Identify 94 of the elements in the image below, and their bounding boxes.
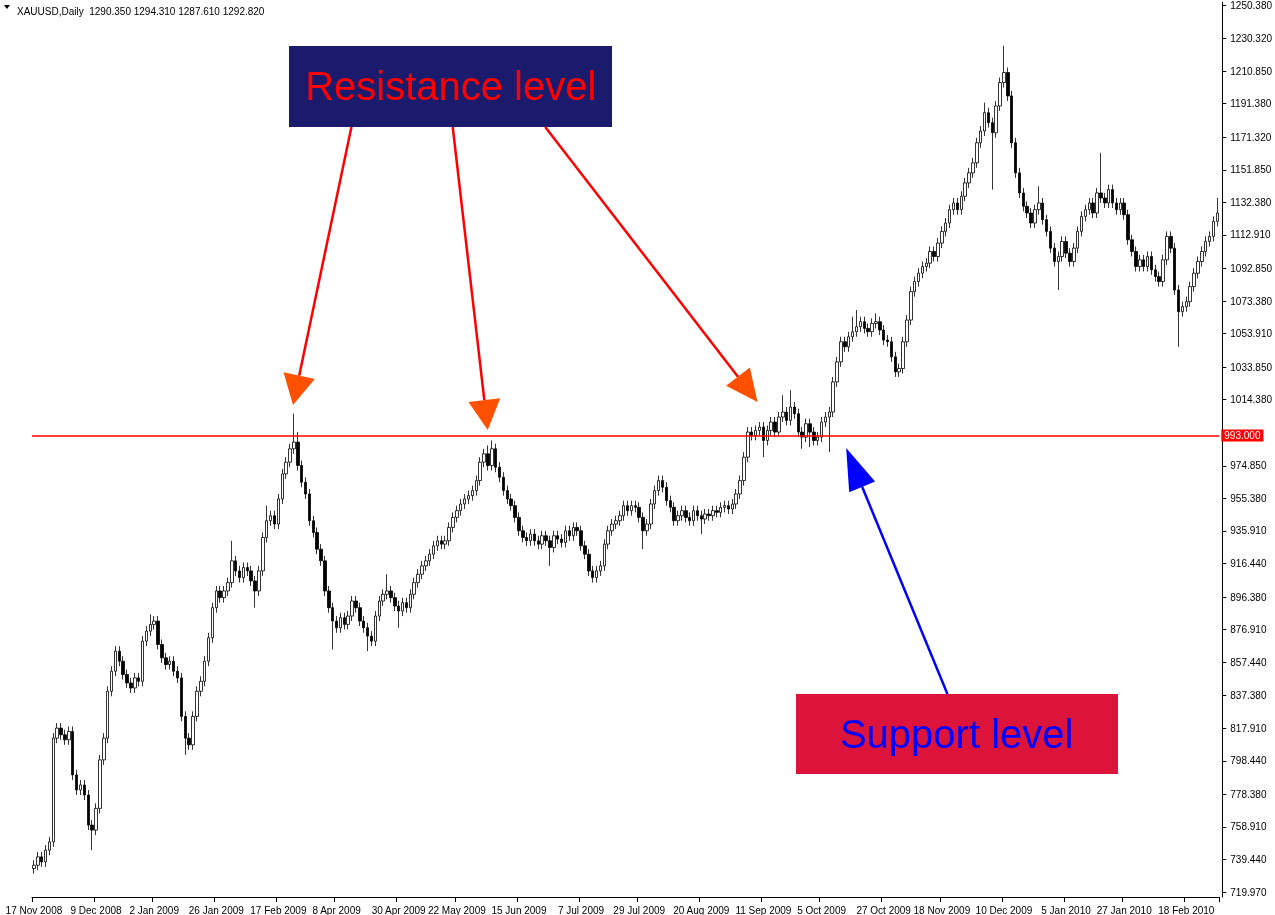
y-tick-label: 1112.910 <box>1230 229 1271 241</box>
x-tick-label: 26 Jan 2009 <box>188 904 245 915</box>
candlestick <box>715 505 719 518</box>
candlestick <box>719 501 722 518</box>
y-tick-label: 876.910 <box>1230 624 1267 636</box>
y-tick-label: 719.970 <box>1230 886 1267 898</box>
y-tick-label: 1092.850 <box>1230 262 1273 274</box>
x-tick-label: 17 Feb 2009 <box>250 904 307 915</box>
candlestick <box>572 521 575 542</box>
x-tick-label: 5 Oct 2009 <box>797 904 847 915</box>
x-tick-label: 18 Feb 2010 <box>1158 904 1215 915</box>
x-tick-label: 18 Nov 2009 <box>913 904 971 915</box>
candlestick <box>622 500 625 522</box>
candlestick <box>808 418 812 448</box>
x-tick-label: 8 Apr 2009 <box>312 904 362 915</box>
candlestick <box>529 528 532 547</box>
y-tick-label: 935.910 <box>1230 525 1267 537</box>
y-tick-label: 974.850 <box>1230 460 1267 472</box>
candlestick <box>540 530 544 550</box>
x-tick-label: 15 Jun 2009 <box>491 904 547 915</box>
y-tick-label: 1191.380 <box>1230 98 1272 110</box>
y-tick-label: 1073.380 <box>1230 295 1273 307</box>
x-tick-label: 5 Jan 2010 <box>1041 904 1092 915</box>
x-tick-label: 22 May 2009 <box>427 904 487 915</box>
candlestick <box>490 440 494 471</box>
candlestick <box>707 508 711 522</box>
x-tick-label: 27 Jan 2010 <box>1096 904 1153 915</box>
candlestick <box>711 505 715 522</box>
ref-line-label: 993.000 <box>1224 429 1261 441</box>
candlestick <box>440 535 443 550</box>
y-tick-label: 1053.910 <box>1230 328 1273 340</box>
y-tick-label: 1230.320 <box>1230 33 1273 45</box>
x-tick-label: 30 Apr 2009 <box>371 904 427 915</box>
x-tick-label: 9 Dec 2008 <box>70 904 123 915</box>
candlestick <box>630 500 633 517</box>
y-tick-label: 817.910 <box>1230 722 1267 734</box>
candlestick <box>692 505 695 527</box>
candlestick <box>59 722 63 741</box>
x-tick-label: 20 Aug 2009 <box>673 904 730 915</box>
x-tick-label: 11 Sep 2009 <box>735 904 792 915</box>
y-tick-label: 1250.380 <box>1230 0 1273 11</box>
y-tick-label: 1033.850 <box>1230 361 1273 373</box>
candlestick <box>1142 254 1145 272</box>
x-tick-label: 27 Oct 2009 <box>856 904 912 915</box>
candlestick <box>727 500 730 515</box>
y-tick-label: 739.440 <box>1230 853 1267 865</box>
y-tick-label: 955.380 <box>1230 492 1267 504</box>
chart-title: XAUUSD,Daily 1290.350 1294.310 1287.610 1292.820 <box>17 5 265 17</box>
candlestick <box>870 317 874 338</box>
x-tick-label: 17 Nov 2008 <box>5 904 63 915</box>
candlestick <box>343 612 346 630</box>
candlestick <box>723 500 726 513</box>
y-tick-label: 1014.380 <box>1230 394 1273 406</box>
y-tick-label: 916.440 <box>1230 557 1267 569</box>
y-tick-label: 1132.380 <box>1230 196 1272 208</box>
candlestick <box>773 416 777 438</box>
y-tick-label: 837.380 <box>1230 690 1267 702</box>
candlestick <box>855 309 858 338</box>
candlestick <box>242 562 245 583</box>
candlestick <box>1107 184 1110 209</box>
candlestick <box>684 505 688 523</box>
candlestick <box>863 316 866 334</box>
candlestick <box>533 528 536 547</box>
candlestick <box>133 672 137 694</box>
x-tick-label: 29 Jul 2009 <box>613 904 666 915</box>
candlestick <box>564 525 567 548</box>
candlestick <box>626 500 629 517</box>
candlestick <box>762 421 765 458</box>
y-tick-label: 758.910 <box>1230 821 1267 833</box>
candlestick <box>595 565 598 583</box>
y-tick-label: 1210.850 <box>1230 65 1273 77</box>
candlestick <box>928 246 932 269</box>
annotation: Resistance level <box>289 46 613 127</box>
candlestick <box>820 416 823 443</box>
y-tick-label: 1151.850 <box>1230 164 1272 176</box>
x-tick-label: 7 Jul 2009 <box>557 904 605 915</box>
candlestick <box>548 535 552 567</box>
y-tick-label: 778.380 <box>1230 788 1267 800</box>
x-tick-label: 2 Jan 2009 <box>129 904 180 915</box>
candlestick <box>700 510 703 535</box>
candlestick <box>754 425 757 441</box>
candlestick <box>1146 251 1149 272</box>
candlestick <box>36 851 40 871</box>
candlestick <box>1119 197 1122 216</box>
candlestick <box>467 490 470 505</box>
y-tick-label: 896.380 <box>1230 591 1267 603</box>
annotation: Support level <box>795 694 1118 774</box>
candlestick <box>339 612 342 634</box>
candlestick <box>680 505 684 522</box>
y-tick-label: 857.440 <box>1230 656 1267 668</box>
y-tick-label: 1171.320 <box>1230 131 1272 143</box>
x-tick-label: 10 Dec 2009 <box>975 904 1033 915</box>
y-tick-label: 798.440 <box>1230 755 1267 767</box>
candlestick <box>789 389 792 426</box>
